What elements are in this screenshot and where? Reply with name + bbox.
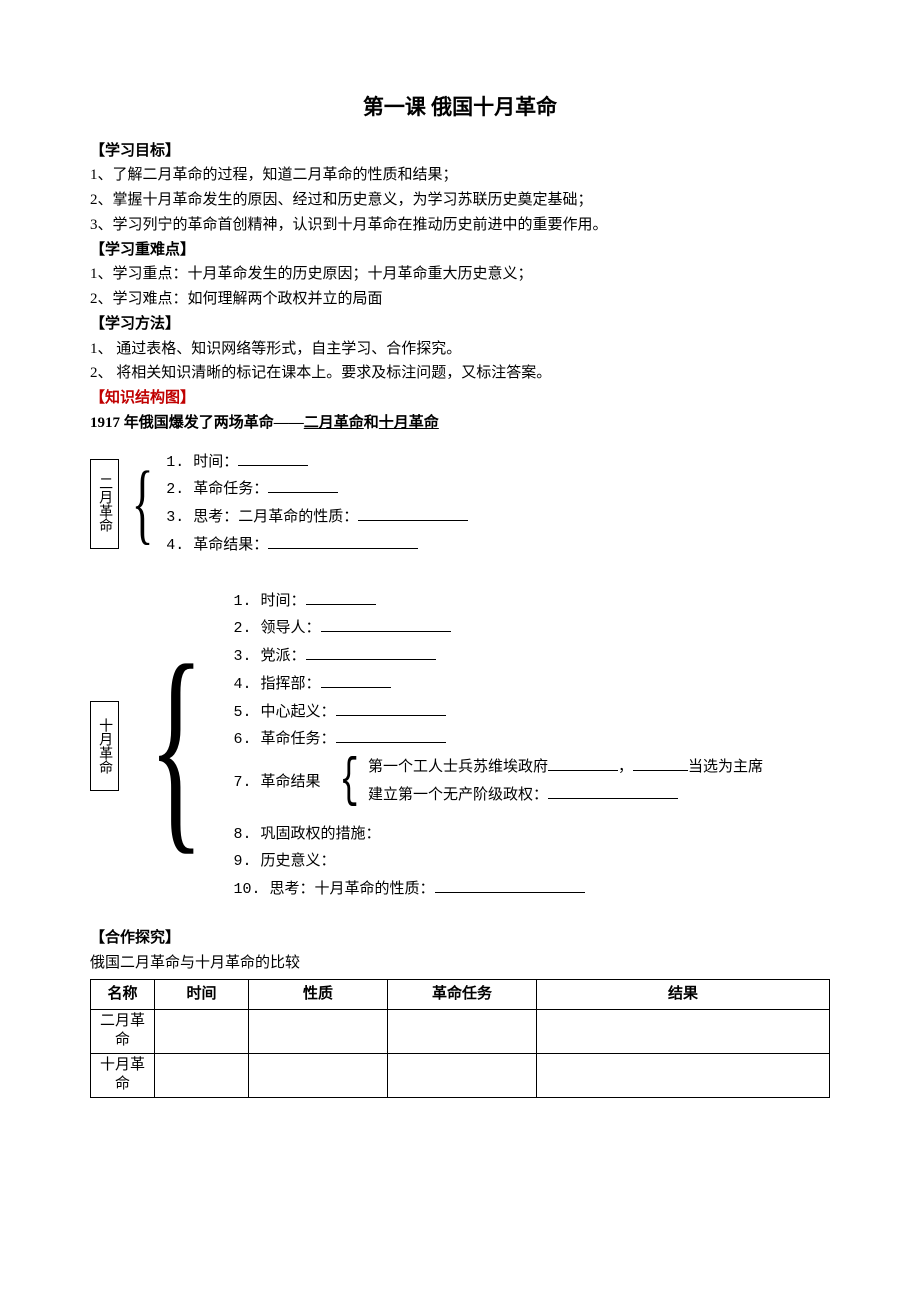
blank[interactable] [321, 616, 451, 632]
intro-pre: 1917 年俄国爆发了两场革命—— [90, 415, 304, 431]
structure-heading: 【知识结构图】 [90, 386, 830, 411]
cell-empty[interactable] [155, 1053, 249, 1097]
th-time: 时间 [155, 979, 249, 1009]
cell-empty[interactable] [388, 1053, 537, 1097]
cell-empty[interactable] [537, 1053, 830, 1097]
objectives-item-1: 1、了解二月革命的过程，知道二月革命的性质和结果； [90, 163, 830, 188]
oct-content: 1. 时间： 2. 领导人： 3. 党派： 4. 指挥部： 5. 中心起义： 6… [234, 589, 763, 903]
feb-l1-label: 1. 时间： [166, 454, 238, 471]
objectives-item-2: 2、掌握十月革命发生的原因、经过和历史意义，为学习苏联历史奠定基础； [90, 188, 830, 213]
keypoints-item-2: 2、学习难点：如何理解两个政权并立的局面 [90, 287, 830, 312]
feb-l3-label: 3. 思考：二月革命的性质： [166, 509, 358, 526]
blank[interactable] [238, 450, 308, 466]
blank[interactable] [306, 644, 436, 660]
table-row: 二月革命 [91, 1009, 830, 1053]
blank[interactable] [321, 672, 391, 688]
blank[interactable] [336, 700, 446, 716]
oct-l6-label: 6. 革命任务： [234, 731, 336, 748]
cell-empty[interactable] [155, 1009, 249, 1053]
oct-l7a-pre: 第一个工人士兵苏维埃政府 [368, 759, 548, 776]
oct-l7a: 第一个工人士兵苏维埃政府 ， 当选为主席 [368, 755, 763, 781]
oct-label: 十月革命 [90, 701, 119, 791]
blank[interactable] [548, 783, 678, 799]
oct-l7b-label: 建立第一个无产阶级政权： [368, 787, 548, 804]
method-section: 【学习方法】 1、 通过表格、知识网络等形式，自主学习、合作探究。 2、 将相关… [90, 312, 830, 386]
oct-row-3: 3. 党派： [234, 644, 763, 670]
oct-row-6: 6. 革命任务： [234, 727, 763, 753]
blank[interactable] [268, 477, 338, 493]
blank[interactable] [268, 533, 418, 549]
intro-link-oct: 十月革命 [379, 415, 439, 431]
oct-l1-label: 1. 时间： [234, 593, 306, 610]
keypoints-item-1: 1、学习重点：十月革命发生的历史原因；十月革命重大历史意义； [90, 262, 830, 287]
feb-l2-label: 2. 革命任务： [166, 481, 268, 498]
blank[interactable] [306, 589, 376, 605]
page-title: 第一课 俄国十月革命 [90, 90, 830, 125]
blank[interactable] [548, 755, 618, 771]
oct-l7a-post: 当选为主席 [688, 759, 763, 776]
feb-revolution-block: 二月革命 { 1. 时间： 2. 革命任务： 3. 思考：二月革命的性质： 4.… [90, 450, 830, 559]
oct-l7b: 建立第一个无产阶级政权： [368, 783, 763, 809]
cell-name-oct: 十月革命 [91, 1053, 155, 1097]
feb-row-4: 4. 革命结果： [166, 533, 468, 559]
coop-section: 【合作探究】 俄国二月革命与十月革命的比较 名称 时间 性质 革命任务 结果 二… [90, 926, 830, 1097]
feb-l4-label: 4. 革命结果： [166, 537, 268, 554]
oct-row-8: 8. 巩固政权的措施： [234, 823, 763, 848]
comparison-table: 名称 时间 性质 革命任务 结果 二月革命 十月革命 [90, 979, 830, 1098]
intro-link-feb: 二月革命 [304, 415, 364, 431]
cell-empty[interactable] [249, 1009, 388, 1053]
oct-row-5: 5. 中心起义： [234, 700, 763, 726]
coop-heading: 【合作探究】 [90, 926, 830, 951]
oct-row-9: 9. 历史意义： [234, 850, 763, 875]
oct-row-7: 7. 革命结果 { 第一个工人士兵苏维埃政府 ， 当选为主席 建立第一个无产阶级政权… [234, 755, 763, 809]
blank[interactable] [633, 755, 688, 771]
th-name: 名称 [91, 979, 155, 1009]
oct-l4-label: 4. 指挥部： [234, 676, 321, 693]
cell-name-feb: 二月革命 [91, 1009, 155, 1053]
table-header-row: 名称 时间 性质 革命任务 结果 [91, 979, 830, 1009]
method-item-1: 1、 通过表格、知识网络等形式，自主学习、合作探究。 [90, 337, 830, 362]
oct-row-4: 4. 指挥部： [234, 672, 763, 698]
nested-brace: { 第一个工人士兵苏维埃政府 ， 当选为主席 建立第一个无产阶级政权： [330, 755, 763, 809]
oct-revolution-block: 十月革命 { 1. 时间： 2. 领导人： 3. 党派： 4. 指挥部： 5. … [90, 589, 830, 903]
blank[interactable] [336, 727, 446, 743]
oct-l2-label: 2. 领导人： [234, 620, 321, 637]
th-result: 结果 [537, 979, 830, 1009]
coop-subtitle: 俄国二月革命与十月革命的比较 [90, 951, 830, 976]
brace-icon: { [149, 631, 204, 861]
cell-empty[interactable] [537, 1009, 830, 1053]
feb-row-2: 2. 革命任务： [166, 477, 468, 503]
cell-empty[interactable] [249, 1053, 388, 1097]
feb-row-1: 1. 时间： [166, 450, 468, 476]
feb-row-3: 3. 思考：二月革命的性质： [166, 505, 468, 531]
intro-mid: 和 [364, 415, 379, 431]
blank[interactable] [435, 877, 585, 893]
oct-l5-label: 5. 中心起义： [234, 704, 336, 721]
table-row: 十月革命 [91, 1053, 830, 1097]
structure-section: 【知识结构图】 1917 年俄国爆发了两场革命——二月革命和十月革命 [90, 386, 830, 436]
method-item-2: 2、 将相关知识清晰的标记在课本上。要求及标注问题，又标注答案。 [90, 361, 830, 386]
oct-l7a-mid: ， [618, 759, 633, 776]
brace-icon: { [132, 459, 154, 549]
feb-label: 二月革命 [90, 459, 119, 549]
blank[interactable] [358, 505, 468, 521]
th-task: 革命任务 [388, 979, 537, 1009]
cell-empty[interactable] [388, 1009, 537, 1053]
brace-icon: { [339, 755, 358, 809]
oct-l3-label: 3. 党派： [234, 648, 306, 665]
th-nature: 性质 [249, 979, 388, 1009]
oct-l7-label: 7. 革命结果 [234, 774, 321, 791]
feb-content: 1. 时间： 2. 革命任务： 3. 思考：二月革命的性质： 4. 革命结果： [166, 450, 468, 559]
objectives-item-3: 3、学习列宁的革命首创精神，认识到十月革命在推动历史前进中的重要作用。 [90, 213, 830, 238]
objectives-section: 【学习目标】 1、了解二月革命的过程，知道二月革命的性质和结果； 2、掌握十月革… [90, 139, 830, 238]
oct-row-2: 2. 领导人： [234, 616, 763, 642]
method-heading: 【学习方法】 [90, 312, 830, 337]
keypoints-heading: 【学习重难点】 [90, 238, 830, 263]
oct-row-10: 10. 思考：十月革命的性质： [234, 877, 763, 903]
oct-l10-label: 10. 思考：十月革命的性质： [234, 881, 435, 898]
objectives-heading: 【学习目标】 [90, 139, 830, 164]
structure-intro: 1917 年俄国爆发了两场革命——二月革命和十月革命 [90, 411, 830, 436]
oct-row-1: 1. 时间： [234, 589, 763, 615]
keypoints-section: 【学习重难点】 1、学习重点：十月革命发生的历史原因；十月革命重大历史意义； 2… [90, 238, 830, 312]
